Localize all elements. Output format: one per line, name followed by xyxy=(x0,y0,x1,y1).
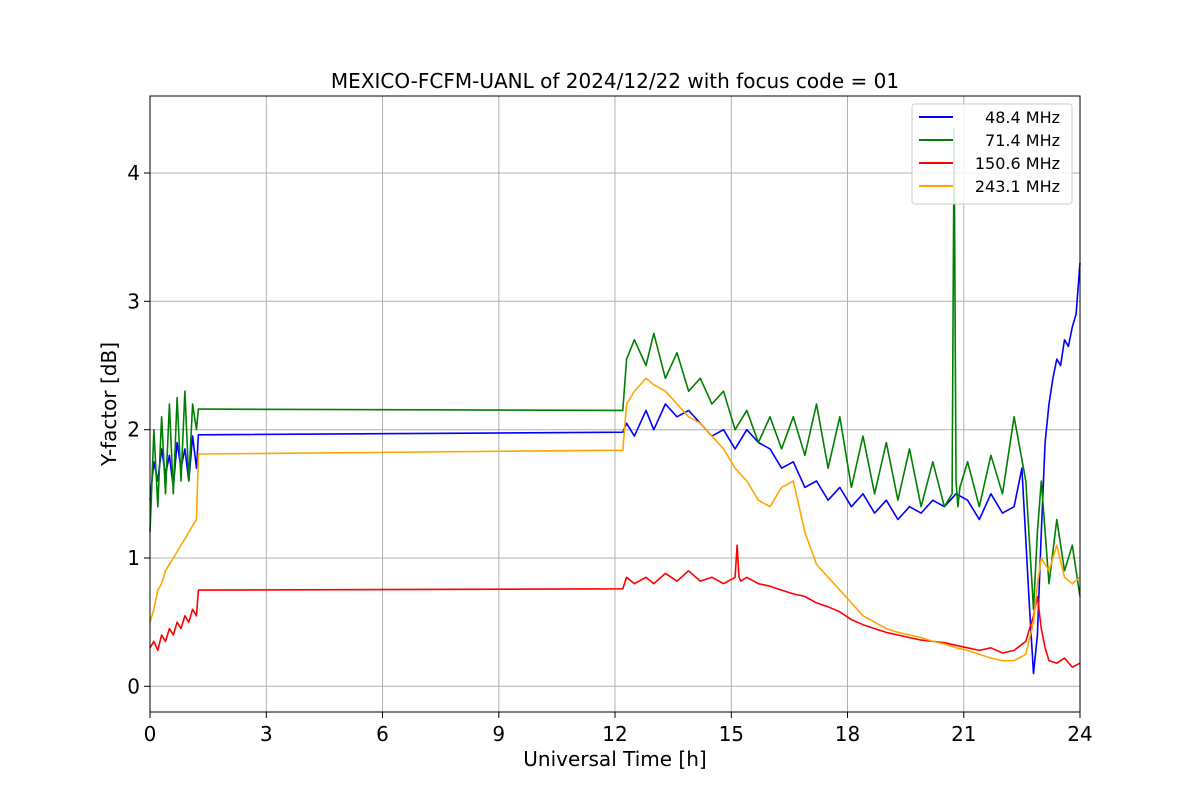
series-line-150-6-mhz xyxy=(149,544,1081,668)
x-tick-label: 0 xyxy=(144,722,157,746)
x-axis-label: Universal Time [h] xyxy=(523,747,706,771)
x-tick-label: 9 xyxy=(492,722,505,746)
series-line-48-4-mhz xyxy=(149,262,1081,675)
x-tick-label: 24 xyxy=(1067,722,1092,746)
y-tick-label: 2 xyxy=(127,418,140,442)
legend-box xyxy=(911,103,1073,205)
legend: 48.4 MHz 71.4 MHz 150.6 MHz 243.1 MHz xyxy=(911,103,1073,205)
y-tick-label: 0 xyxy=(127,674,140,698)
x-tick-label: 15 xyxy=(719,722,744,746)
legend-label: 243.1 MHz xyxy=(975,177,1060,196)
legend-label: 48.4 MHz xyxy=(985,108,1060,127)
series-line-243-1-mhz xyxy=(149,377,1081,662)
y-axis-label: Y-factor [dB] xyxy=(97,342,121,467)
legend-label: 150.6 MHz xyxy=(975,154,1060,173)
x-tick-label: 3 xyxy=(260,722,273,746)
series-line-71-4-mhz xyxy=(149,127,1081,611)
y-tick-label: 3 xyxy=(127,289,140,313)
chart-title: MEXICO-FCFM-UANL of 2024/12/22 with focu… xyxy=(331,69,899,93)
legend-label: 71.4 MHz xyxy=(985,131,1060,150)
x-tick-label: 12 xyxy=(602,722,627,746)
x-tick-label: 6 xyxy=(376,722,389,746)
series-layer xyxy=(149,127,1081,675)
x-tick-label: 21 xyxy=(951,722,976,746)
x-tick-label: 18 xyxy=(835,722,860,746)
y-tick-label: 1 xyxy=(127,546,140,570)
y-tick-label: 4 xyxy=(127,161,140,185)
